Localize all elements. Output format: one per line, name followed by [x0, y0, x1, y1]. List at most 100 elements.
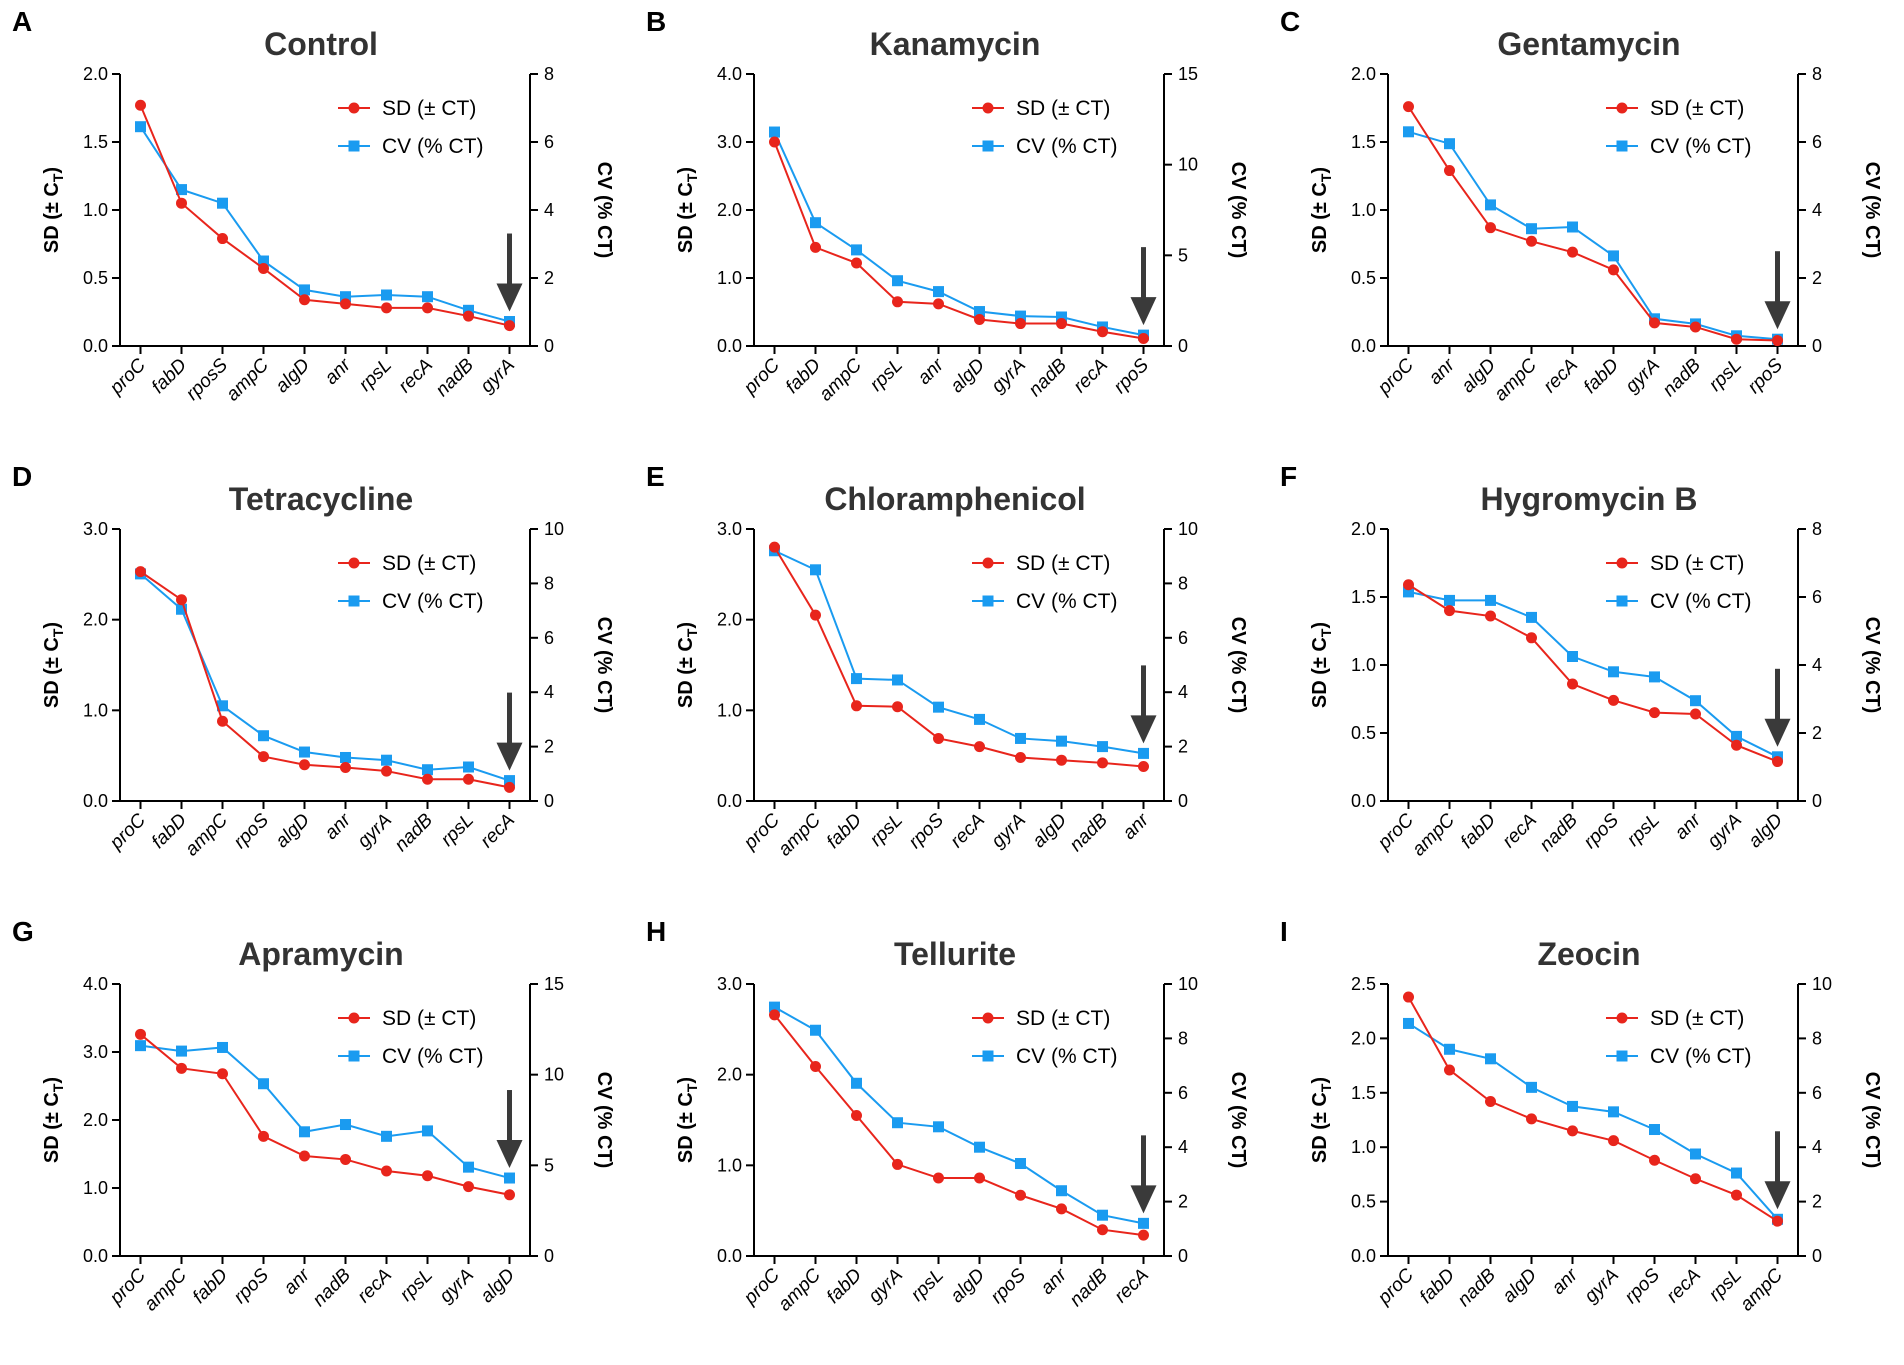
legend-cv-marker	[1616, 140, 1628, 152]
y-tick-label-left: 0.5	[1351, 1192, 1376, 1212]
y-tick-label-right: 15	[1178, 64, 1198, 84]
x-tick-label: algD	[1499, 1264, 1542, 1307]
sd-point	[892, 1158, 903, 1170]
panel-a: A Control 0.0 0.5 1.0 1.5 2.0 0 2 4 6 8 proC fabD rp…	[0, 0, 634, 455]
y-tick-label-right: 8	[1178, 1028, 1188, 1048]
sd-point	[1731, 739, 1742, 751]
cv-point	[217, 1041, 228, 1053]
legend-cv-label: CV (% CT)	[1650, 1045, 1752, 1068]
sd-series-line	[773, 141, 1144, 340]
y-tick-label-left: 2.0	[717, 200, 742, 220]
y-axis-title-right: CV (% CT)	[1861, 162, 1883, 259]
legend-cv-marker	[1616, 595, 1628, 607]
x-tick-label: ampC	[181, 809, 232, 860]
chart-svg: 0.00.51.01.52.002468proCampCfabDrecAnadB…	[1309, 519, 1883, 860]
cv-point	[1097, 1209, 1108, 1221]
legend-sd-label: SD (± CT)	[1016, 97, 1110, 120]
chart-title: Chloramphenicol	[824, 481, 1086, 517]
sd-point	[463, 1181, 474, 1193]
cv-series-line	[774, 549, 1144, 755]
sd-point	[1567, 678, 1578, 690]
x-tick-label: nadB	[1066, 809, 1112, 855]
legend-sd-marker	[1616, 557, 1628, 569]
y-tick-label-left: 1.0	[83, 200, 108, 220]
x-tick-label: rpsL	[437, 810, 478, 851]
chart-title: Control	[264, 26, 378, 62]
y-tick-label-left: 3.0	[83, 1042, 108, 1062]
cv-point	[299, 1126, 310, 1138]
legend-cv-marker	[982, 140, 994, 152]
legend-cv-label: CV (% CT)	[382, 1045, 484, 1068]
y-tick-label-left: 0.5	[83, 268, 108, 288]
cv-point	[1403, 126, 1414, 138]
cv-point	[974, 306, 985, 318]
y-tick-label-right: 6	[544, 628, 554, 648]
y-axis-title-left: SD (± CT)	[1309, 1077, 1334, 1163]
panel-c: C Gentamycin 0.0 0.5 1.0 1.5 2.0 0 2 4 6 8 proC anr…	[1268, 0, 1902, 455]
cv-point	[1526, 611, 1537, 623]
y-tick-label-left: 0.0	[1351, 1246, 1376, 1266]
x-tick-label: recA	[1540, 355, 1582, 397]
arrow-shaft	[507, 692, 512, 745]
legend-sd-label: SD (± CT)	[382, 1007, 476, 1030]
sd-point	[974, 741, 985, 753]
cv-point	[1731, 730, 1742, 742]
sd-point	[1444, 1064, 1455, 1076]
cv-point	[1731, 1167, 1742, 1179]
cv-point	[1056, 735, 1067, 747]
sd-point	[504, 1189, 515, 1201]
y-axis-title-right: CV (% CT)	[593, 617, 615, 714]
cv-point	[1567, 651, 1578, 662]
legend-cv-label: CV (% CT)	[1016, 135, 1118, 158]
sd-point	[769, 541, 780, 553]
y-tick-label-right: 0	[1812, 1246, 1822, 1266]
legend-sd-label: SD (± CT)	[1650, 97, 1744, 120]
sd-point	[1015, 318, 1026, 330]
cv-point	[135, 121, 146, 133]
cv-point	[258, 255, 269, 267]
sd-point	[1690, 321, 1701, 333]
legend-sd-label: SD (± CT)	[1650, 552, 1744, 575]
down-arrow-icon	[1130, 1135, 1157, 1214]
y-tick-label-right: 0	[544, 791, 554, 811]
y-tick-label-left: 2.0	[83, 1110, 108, 1130]
panel-letter: H	[646, 916, 667, 947]
x-tick-label: gyrA	[1622, 355, 1664, 397]
sd-point	[1485, 222, 1496, 234]
figure: A Control 0.0 0.5 1.0 1.5 2.0 0 2 4 6 8 proC fabD rp…	[0, 0, 1902, 1315]
arrow-head	[496, 1140, 523, 1169]
x-tick-label: rpoS	[1110, 354, 1153, 397]
y-axis-title-left: SD (± CT)	[1309, 167, 1334, 253]
cv-point	[463, 304, 474, 316]
legend-sd-marker	[348, 1012, 360, 1024]
sd-point	[258, 1130, 269, 1142]
y-tick-label-right: 4	[544, 682, 554, 702]
y-tick-label-right: 8	[1812, 519, 1822, 539]
legend-cv-label: CV (% CT)	[382, 135, 484, 158]
cv-point	[463, 1161, 474, 1173]
sd-point	[340, 1153, 351, 1165]
x-tick-label: proC	[1373, 1264, 1418, 1309]
cv-point	[851, 1077, 862, 1089]
y-tick-label-right: 4	[1812, 1137, 1822, 1157]
y-tick-label-right: 2	[1812, 268, 1822, 288]
chart-title: Zeocin	[1537, 936, 1641, 972]
cv-point	[1015, 310, 1026, 322]
legend-cv-marker	[1616, 1050, 1628, 1062]
x-tick-label: rpoS	[1744, 354, 1787, 397]
x-tick-label: anr	[914, 354, 949, 389]
arrow-shaft	[1775, 668, 1780, 721]
sd-point	[1444, 165, 1455, 177]
arrow-head	[496, 283, 523, 312]
sd-point	[463, 773, 474, 785]
y-tick-label-right: 6	[1178, 1083, 1188, 1103]
y-axis-title-left: SD (± CT)	[41, 622, 66, 708]
cv-point	[1526, 223, 1537, 235]
cv-point	[933, 286, 944, 298]
cv-point	[381, 289, 392, 301]
cv-point	[258, 730, 269, 742]
cv-point	[933, 701, 944, 713]
sd-point	[381, 1165, 392, 1177]
x-tick-label: nadB	[1025, 354, 1071, 400]
